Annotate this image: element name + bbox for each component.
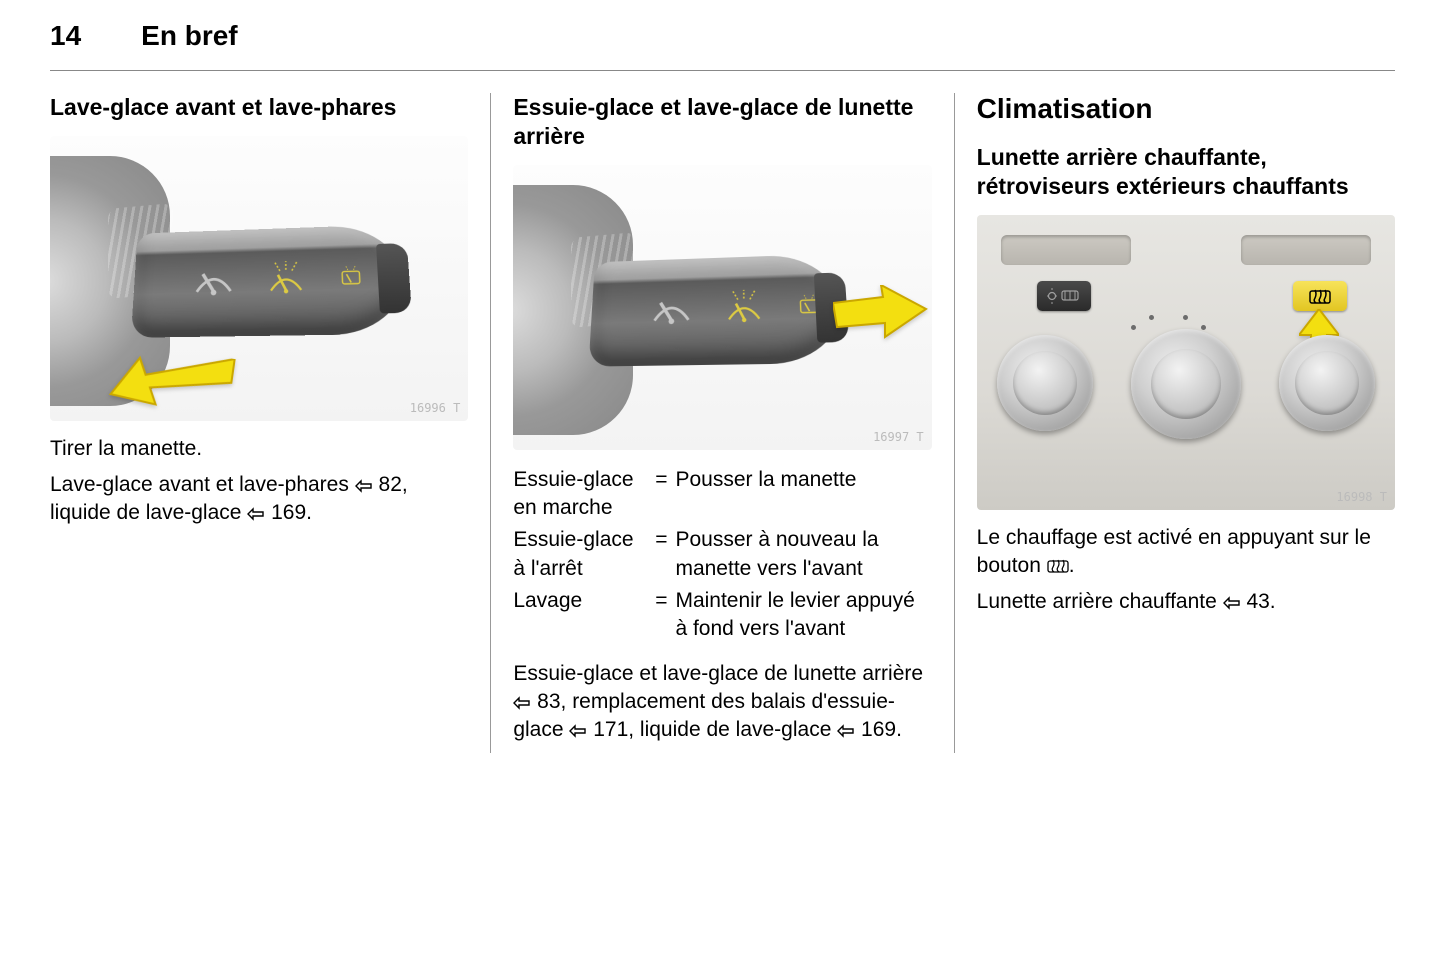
climate-panel bbox=[977, 215, 1395, 510]
col3-sub-heading: Lunette arrière chauffante, rétroviseurs… bbox=[977, 143, 1395, 201]
page-number: 14 bbox=[50, 20, 81, 52]
table-row: Essuie-glace à l'arrêt = Pousser à nouve… bbox=[513, 524, 931, 585]
col3-figure-label: 16998 T bbox=[1336, 490, 1387, 504]
vent-shape bbox=[1001, 235, 1131, 265]
crossref-icon bbox=[569, 724, 587, 738]
col1-heading: Lave-glace avant et lave-phares bbox=[50, 93, 468, 122]
wiper-icon bbox=[649, 286, 695, 331]
def-term: Lavage bbox=[513, 585, 647, 646]
column-2: Essuie-glace et lave-glace de lunette ar… bbox=[491, 93, 954, 753]
dial-center bbox=[1131, 329, 1241, 439]
crossref-icon bbox=[247, 507, 265, 521]
crossref-icon bbox=[355, 479, 373, 493]
col1-p2-a: Lave-glace avant et lave-phares bbox=[50, 473, 355, 496]
wiper-icon bbox=[191, 258, 237, 303]
defrost-button-icon bbox=[1293, 281, 1347, 311]
def-desc: Pousser à nouveau la manette vers l'avan… bbox=[675, 524, 931, 585]
push-arrow-icon bbox=[833, 285, 928, 350]
section-title: En bref bbox=[141, 20, 237, 52]
col2-heading: Essuie-glace et lave-glace de lunette ar… bbox=[513, 93, 931, 151]
stalk-body bbox=[589, 253, 845, 366]
col2-p: Essuie-glace et lave-glace de lunette ar… bbox=[513, 660, 931, 745]
column-1: Lave-glace avant et lave-phares 16996 T … bbox=[50, 93, 491, 753]
stalk-body bbox=[131, 224, 407, 338]
vent-shape bbox=[1241, 235, 1371, 265]
scale-dot bbox=[1149, 315, 1154, 320]
col1-p2-ref2: 169. bbox=[265, 501, 312, 524]
col2-definitions: Essuie-glace en marche = Pousser la mane… bbox=[513, 464, 931, 646]
def-term: Essuie-glace en marche bbox=[513, 464, 647, 525]
table-row: Lavage = Maintenir le levier appuyé à fo… bbox=[513, 585, 931, 646]
col3-p1-a: Le chauffage est activé en appuyant sur … bbox=[977, 526, 1371, 577]
content-columns: Lave-glace avant et lave-phares 16996 T … bbox=[50, 93, 1395, 753]
washer-icon bbox=[724, 287, 765, 327]
col3-p2-a: Lunette arrière chauffante bbox=[977, 590, 1223, 613]
defrost-inline-icon bbox=[1047, 558, 1069, 574]
col3-p2-ref: 43. bbox=[1241, 590, 1276, 613]
col1-figure-label: 16996 T bbox=[410, 401, 461, 415]
def-eq: = bbox=[647, 585, 675, 646]
col3-main-heading: Climatisation bbox=[977, 93, 1395, 125]
rear-washer-icon bbox=[336, 262, 366, 290]
col2-p-ref3: 169. bbox=[855, 718, 902, 741]
col3-figure: 16998 T bbox=[977, 215, 1395, 510]
col1-figure: 16996 T bbox=[50, 136, 468, 421]
crossref-icon bbox=[837, 724, 855, 738]
col1-p2: Lave-glace avant et lave-phares 82, liqu… bbox=[50, 471, 468, 528]
col1-p1: Tirer la manette. bbox=[50, 435, 468, 463]
col2-figure: 16997 T bbox=[513, 165, 931, 450]
scale-dot bbox=[1201, 325, 1206, 330]
def-desc: Pousser la manette bbox=[675, 464, 931, 525]
def-term: Essuie-glace à l'arrêt bbox=[513, 524, 647, 585]
dial-right bbox=[1279, 335, 1375, 431]
col2-p-a: Essuie-glace et lave-glace de lunette ar… bbox=[513, 662, 923, 685]
col3-p1-b: . bbox=[1069, 554, 1075, 577]
def-desc: Maintenir le levier appuyé à fond vers l… bbox=[675, 585, 931, 646]
scale-dot bbox=[1183, 315, 1188, 320]
col2-figure-label: 16997 T bbox=[873, 430, 924, 444]
col3-p2: Lunette arrière chauffante 43. bbox=[977, 588, 1395, 616]
stalk-tip bbox=[376, 243, 412, 313]
dial-left bbox=[997, 335, 1093, 431]
left-switch-icon bbox=[1037, 281, 1091, 311]
col2-p-ref2: 171, liquide de lave-glace bbox=[587, 718, 837, 741]
crossref-icon bbox=[1223, 596, 1241, 610]
table-row: Essuie-glace en marche = Pousser la mane… bbox=[513, 464, 931, 525]
page-header: 14 En bref bbox=[50, 20, 1395, 71]
def-eq: = bbox=[647, 464, 675, 525]
col3-p1: Le chauffage est activé en appuyant sur … bbox=[977, 524, 1395, 581]
crossref-icon bbox=[513, 696, 531, 710]
def-eq: = bbox=[647, 524, 675, 585]
scale-dot bbox=[1131, 325, 1136, 330]
column-3: Climatisation Lunette arrière chauffante… bbox=[955, 93, 1395, 753]
pull-arrow-icon bbox=[105, 342, 244, 421]
washer-icon bbox=[266, 258, 306, 298]
